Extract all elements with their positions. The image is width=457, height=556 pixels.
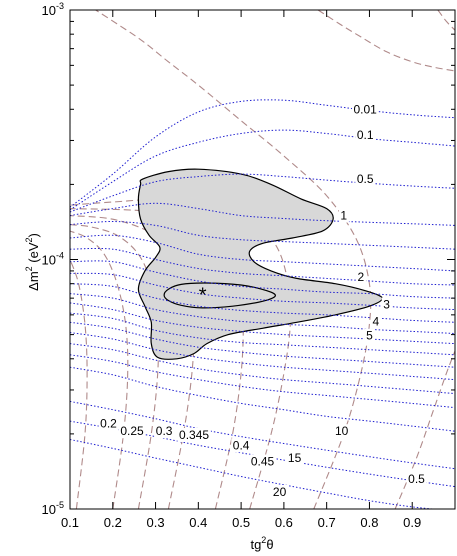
y-axis-title: Δm2 (eV2) xyxy=(24,233,41,291)
contour-label-background xyxy=(118,424,146,439)
axes: 0.1 0.2 0.3 0.4 0.5 0.6 0.7 0.8 0.9 10-5 10-4 10-3 xyxy=(42,1,455,530)
blue-contour-line xyxy=(70,202,455,226)
allowed-region-fill xyxy=(138,169,383,360)
mauve-contour-label: 0.25 xyxy=(120,424,144,438)
contour-label-background xyxy=(249,454,277,469)
mauve-contour-line xyxy=(437,10,455,31)
blue-contour-label: 0.1 xyxy=(357,128,374,142)
mauve-contour-line xyxy=(70,215,195,509)
y-tick-label: 10-4 xyxy=(42,251,64,268)
x-tick-label: 0.1 xyxy=(61,515,79,530)
allowed-region-outline xyxy=(137,168,383,360)
x-tick-label: 0.4 xyxy=(189,515,207,530)
mauve-contour-label: 0.4 xyxy=(233,438,250,452)
best-fit: * xyxy=(199,285,207,307)
x-tick-label: 0.9 xyxy=(403,515,421,530)
mauve-contour-label: 0.45 xyxy=(251,455,275,469)
blue-contour-line xyxy=(70,400,455,470)
blue-contour-label: 10 xyxy=(335,424,349,438)
x-tick-label: 0.7 xyxy=(318,515,336,530)
contour-label-background xyxy=(177,427,211,442)
contour-label-background xyxy=(338,208,349,223)
contour-label-background xyxy=(231,438,252,453)
blue-contour-line xyxy=(70,366,455,432)
contour-label-background xyxy=(98,416,119,431)
blue-contour-line xyxy=(70,234,455,272)
y-tick-label: 10-5 xyxy=(42,500,64,517)
contour-label-background xyxy=(355,172,376,187)
x-tick-label: 0.5 xyxy=(232,515,250,530)
blue-contour-line xyxy=(70,439,438,509)
best-fit-marker: * xyxy=(199,285,207,307)
x-tick-label: 0.6 xyxy=(275,515,293,530)
mauve-contour-line xyxy=(70,224,160,509)
blue-contour-label: 20 xyxy=(273,485,287,499)
mauve-contour-line xyxy=(70,230,129,509)
blue-contour-label: 3 xyxy=(383,298,390,312)
contour-label-background xyxy=(356,270,367,285)
blue-contour-label: 15 xyxy=(288,451,302,465)
contour-label-background xyxy=(406,471,427,486)
mauve-contour-label: 0.3 xyxy=(156,424,173,438)
blue-contour-label: 0.5 xyxy=(357,172,374,186)
contour-label-background xyxy=(355,128,376,143)
mauve-contour-line xyxy=(317,10,455,72)
blue-contour-line xyxy=(70,220,455,250)
x-tick-label: 0.8 xyxy=(360,515,378,530)
blue-contour-label: 1 xyxy=(340,209,347,223)
blue-contour-label: 5 xyxy=(366,329,373,343)
blue-contour-line xyxy=(70,129,455,211)
blue-contour-line xyxy=(70,420,455,488)
blue-contour-line xyxy=(70,173,455,213)
contour-label-background xyxy=(286,451,304,466)
mauve-contour-line xyxy=(95,10,372,509)
blue-contour-label: 4 xyxy=(373,314,380,328)
contour-label-background xyxy=(271,484,289,499)
contour-label-background xyxy=(371,314,382,329)
mauve-contour-label: 0.2 xyxy=(100,417,117,431)
contour-label-background xyxy=(333,424,351,439)
mauve-contour-label: 0.345 xyxy=(179,428,209,442)
inner-region-outline xyxy=(163,282,276,309)
y-tick-label: 10-3 xyxy=(42,1,64,18)
blue-contour-label: 2 xyxy=(358,270,365,284)
x-tick-label: 0.3 xyxy=(147,515,165,530)
mauve-contour-label: 0.5 xyxy=(408,472,425,486)
contour-label-background xyxy=(364,328,375,343)
contour-label-background xyxy=(381,297,392,312)
blue-contour-label: 0.01 xyxy=(353,102,377,116)
x-tick-label: 0.2 xyxy=(104,515,122,530)
contour-label-background xyxy=(351,102,379,117)
allowed-region xyxy=(137,168,383,360)
contour-label-background xyxy=(154,424,175,439)
x-axis-title: tg2θ xyxy=(250,535,273,552)
mauve-contour-line xyxy=(70,259,88,509)
